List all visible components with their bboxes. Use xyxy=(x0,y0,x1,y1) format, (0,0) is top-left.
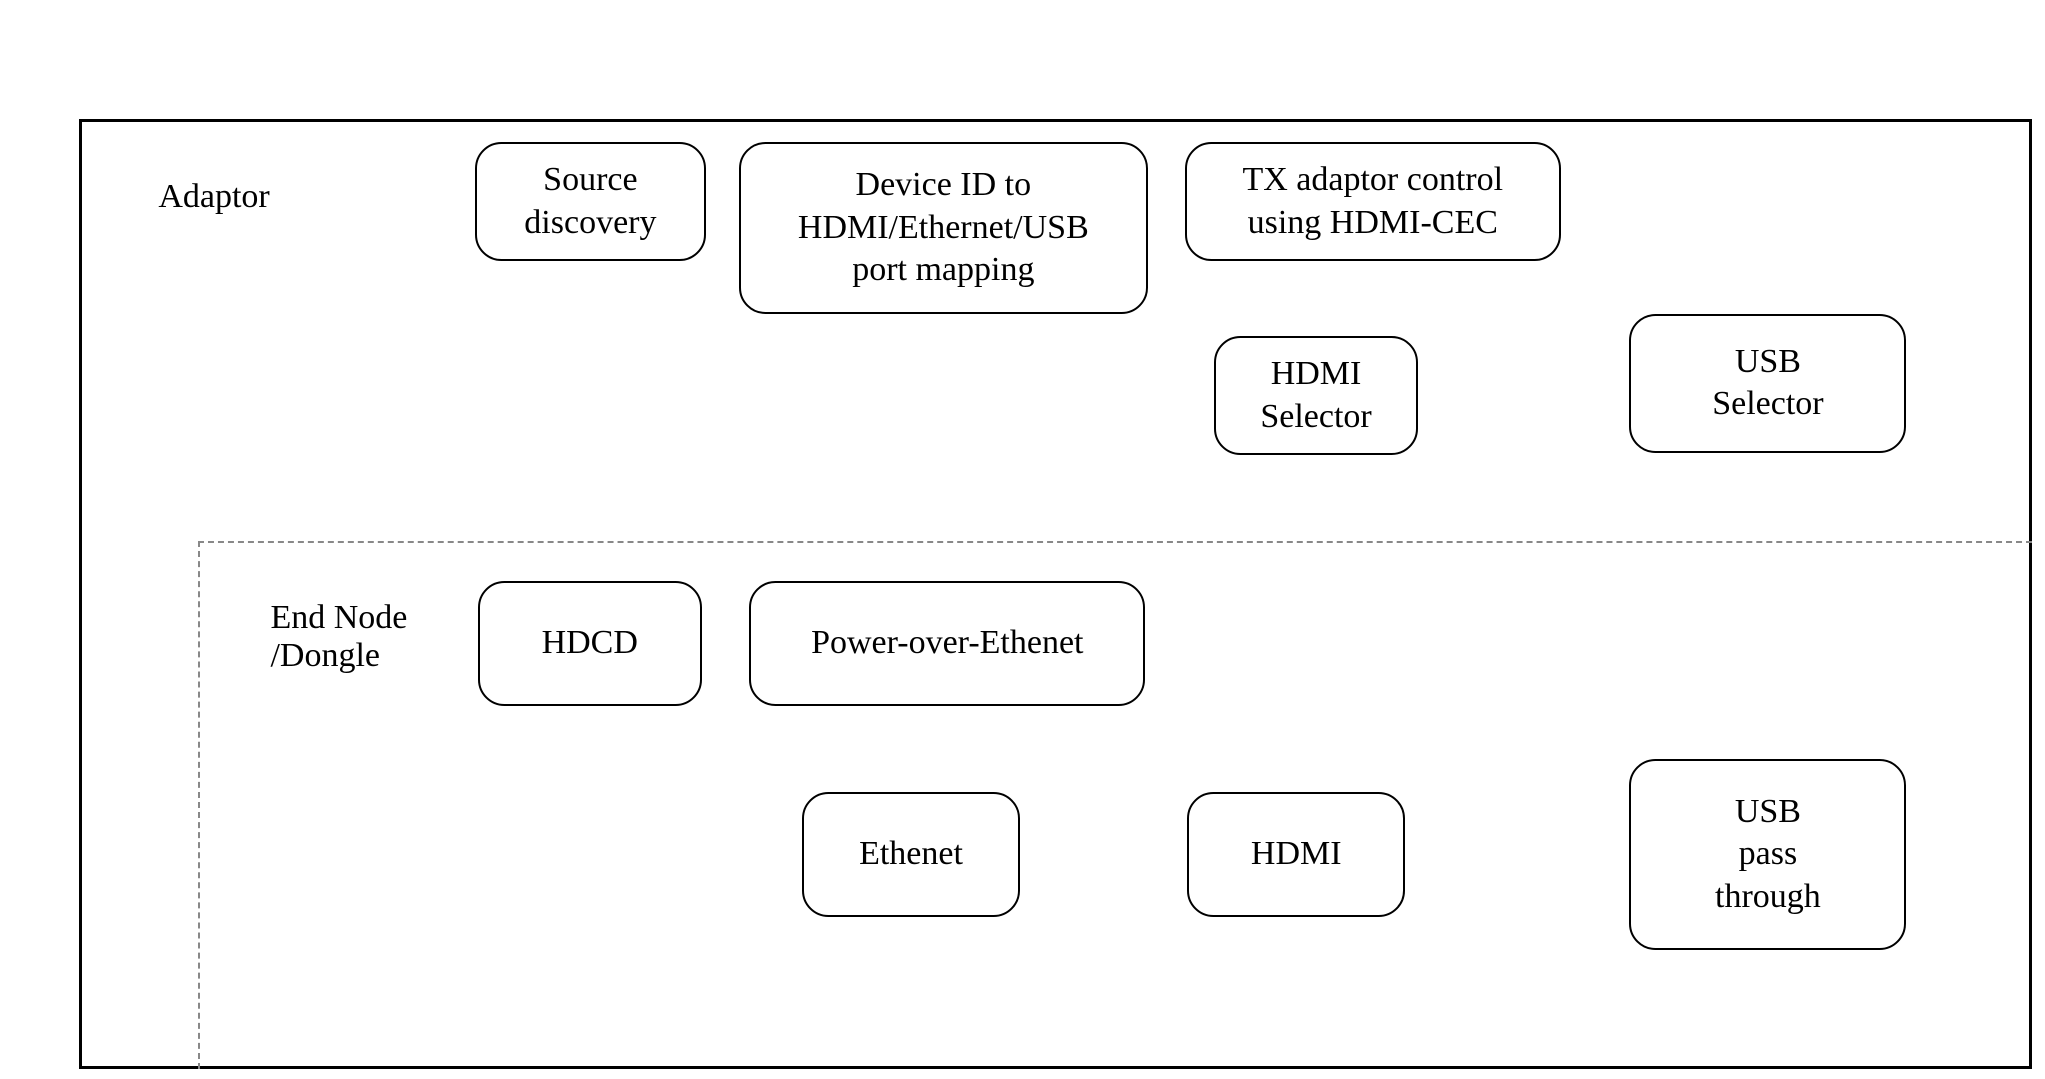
node-ethernet: Ethenet xyxy=(802,792,1020,917)
node-usb-selector: USBSelector xyxy=(1629,314,1906,453)
node-source-discovery: Sourcediscovery xyxy=(475,142,706,261)
node-hdcd: HDCD xyxy=(478,581,702,706)
node-usb-passthrough: USBpassthrough xyxy=(1629,759,1906,950)
node-hdmi: HDMI xyxy=(1187,792,1405,917)
section-label-end-node: End Node/Dongle xyxy=(270,599,407,675)
node-power-over-ethernet: Power-over-Ethenet xyxy=(749,581,1145,706)
node-device-id-mapping: Device ID toHDMI/Ethernet/USBport mappin… xyxy=(739,142,1148,314)
node-hdmi-selector: HDMISelector xyxy=(1214,336,1419,455)
section-label-adaptor: Adaptor xyxy=(158,178,269,216)
node-tx-adaptor-control: TX adaptor controlusing HDMI-CEC xyxy=(1185,142,1561,261)
